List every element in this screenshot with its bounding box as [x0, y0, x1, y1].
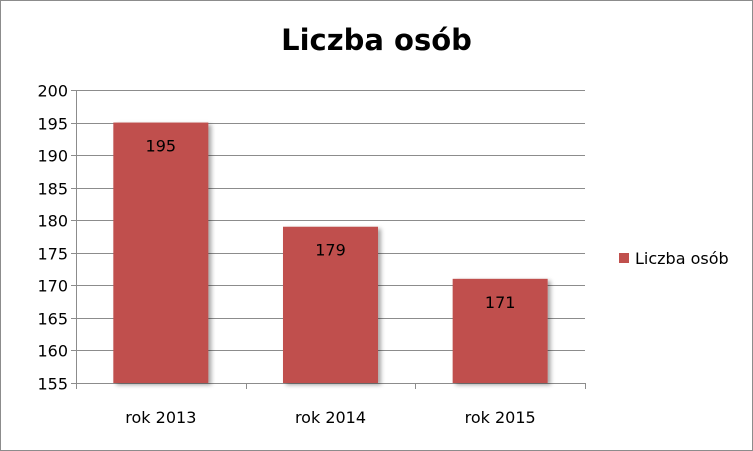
y-tick-label: 180: [37, 212, 68, 231]
legend-label: Liczba osób: [635, 249, 729, 268]
bar: [282, 226, 379, 383]
chart-title: Liczba osób: [281, 23, 472, 57]
y-tick-label: 185: [37, 180, 68, 199]
y-tick-label: 160: [37, 342, 68, 361]
y-tick-label: 200: [37, 82, 68, 101]
data-label: 195: [146, 137, 177, 156]
legend-swatch: [619, 253, 629, 263]
data-label: 179: [315, 241, 346, 260]
x-category-label: rok 2013: [125, 408, 196, 427]
bar: [113, 122, 209, 384]
y-tick-label: 175: [37, 245, 68, 264]
y-tick-label: 155: [37, 375, 68, 394]
y-tick-label: 170: [37, 277, 68, 296]
y-tick-label: 165: [37, 310, 68, 329]
y-tick-label: 195: [37, 115, 68, 134]
x-category-label: rok 2014: [295, 408, 366, 427]
y-tick-label: 190: [37, 147, 68, 166]
x-category-label: rok 2015: [465, 408, 536, 427]
bar: [452, 278, 548, 383]
data-label: 171: [485, 293, 516, 312]
